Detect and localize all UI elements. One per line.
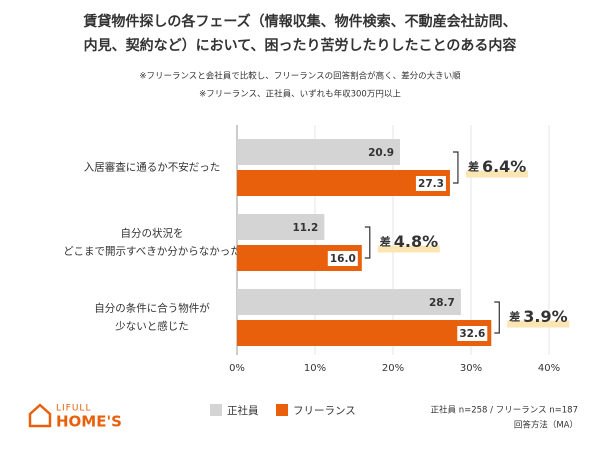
logo-text: HOME'S <box>56 413 122 431</box>
difference-prefix: 差 <box>468 160 479 174</box>
note: ※フリーランスと会社員で比較し、フリーランスの回答割合が高く、差分の大きい順 <box>139 71 461 82</box>
logo-text: LIFULL <box>56 404 91 414</box>
value-label: 16.0 <box>330 253 356 265</box>
value-label: 20.9 <box>368 147 394 159</box>
x-tick-label: 20% <box>382 363 404 374</box>
logo-icon <box>28 403 52 428</box>
legend-label: フリーランス <box>293 405 356 417</box>
bar <box>237 170 450 196</box>
note: ※フリーランス、正社員、いずれも年収300万円以上 <box>199 89 401 100</box>
difference-prefix: 差 <box>380 235 391 249</box>
category-label: 入居審査に通るか不安だった <box>84 161 221 174</box>
chart-title: 内見、契約など）において、困ったり苦労したりしたことのある内容 <box>84 37 517 54</box>
difference-prefix: 差 <box>509 310 520 324</box>
difference-bracket <box>452 151 459 184</box>
difference-value: 6.4% <box>482 157 526 176</box>
sample-note: 回答方法（MA） <box>514 420 578 431</box>
x-tick-label: 0% <box>229 363 245 374</box>
bar <box>237 289 461 315</box>
difference-value: 4.8% <box>394 232 438 251</box>
legend-label: 正社員 <box>227 404 259 417</box>
value-label: 32.6 <box>459 328 485 340</box>
value-label: 28.7 <box>429 297 455 309</box>
logo: LIFULL HOME'S <box>28 403 122 431</box>
chart-title: 賃貸物件探しの各フェーズ（情報収集、物件検索、不動産会社訪問、 <box>82 13 516 30</box>
difference-highlight <box>507 320 570 328</box>
value-label-box <box>415 176 446 191</box>
value-label: 27.3 <box>418 178 444 190</box>
legend-swatch <box>210 404 222 416</box>
bar <box>237 320 492 346</box>
difference-bracket <box>494 301 500 334</box>
difference-bracket <box>364 226 371 259</box>
value-label-box <box>457 326 488 341</box>
legend-swatch <box>276 404 288 416</box>
difference-value: 3.9% <box>523 307 567 326</box>
value-label-box <box>327 251 358 266</box>
x-tick-label: 30% <box>460 363 482 374</box>
difference-highlight <box>377 245 440 253</box>
value-label: 11.2 <box>292 222 318 234</box>
x-tick-label: 40% <box>538 363 560 374</box>
bar <box>237 139 401 165</box>
x-tick-label: 10% <box>304 363 326 374</box>
category-label: 自分の状況をどこまで開示すべきか分からなかった <box>63 227 240 258</box>
category-label: 自分の条件に合う物件が少ないと感じた <box>94 302 210 333</box>
bar <box>237 214 325 240</box>
difference-highlight <box>465 170 528 178</box>
sample-note: 正社員 n=258 / フリーランス n=187 <box>431 405 578 416</box>
